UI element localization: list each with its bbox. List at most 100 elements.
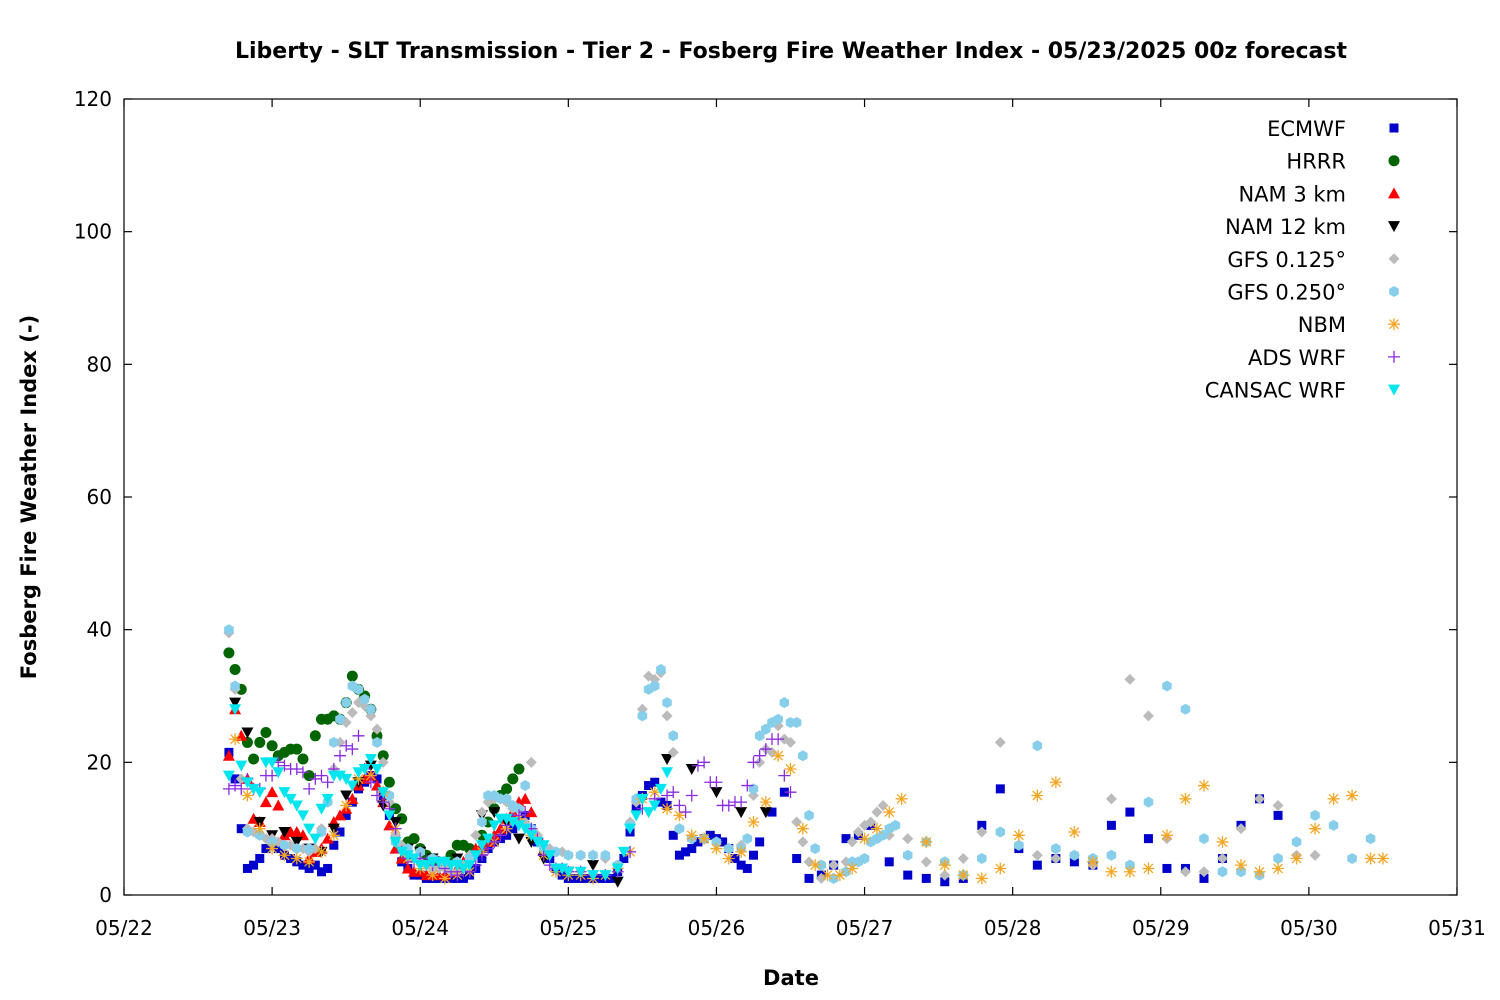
data-point (747, 816, 760, 829)
data-point (247, 783, 260, 795)
data-point (340, 790, 353, 802)
data-point (1235, 859, 1247, 872)
data-point (230, 774, 240, 784)
data-point (607, 873, 617, 883)
data-point (1179, 792, 1192, 805)
data-point (329, 840, 339, 850)
data-point (519, 823, 532, 835)
data-point (730, 854, 740, 864)
data-point (637, 710, 648, 722)
data-point (778, 769, 791, 782)
data-point (519, 792, 532, 804)
data-point (488, 820, 501, 832)
data-point (562, 866, 575, 878)
data-point (255, 829, 265, 841)
data-point (333, 770, 346, 782)
legend-label: ECMWF (1267, 117, 1346, 141)
data-point (531, 836, 544, 848)
data-point (1105, 793, 1117, 805)
data-point (372, 774, 382, 784)
data-point (624, 823, 637, 835)
data-point (371, 763, 384, 775)
data-point (1235, 823, 1247, 835)
data-point (617, 846, 630, 858)
data-point (303, 855, 316, 868)
data-point (611, 876, 624, 888)
data-point (921, 873, 931, 883)
data-point (724, 843, 734, 855)
data-point (500, 813, 513, 825)
data-point (784, 762, 797, 775)
data-point (785, 736, 796, 748)
data-point (229, 663, 241, 675)
data-point (871, 806, 883, 818)
data-point (279, 839, 290, 851)
data-point (352, 772, 365, 785)
y-tick-label: 120 (74, 87, 112, 111)
data-point (512, 809, 525, 822)
data-point (656, 797, 666, 807)
data-point (290, 762, 303, 775)
data-point (358, 763, 371, 775)
data-point (759, 743, 772, 756)
data-point (266, 842, 279, 855)
data-point (661, 789, 674, 802)
data-point (1143, 834, 1153, 844)
data-point (938, 859, 951, 872)
data-point (667, 746, 679, 758)
data-point (426, 869, 439, 882)
x-tick-label: 05/26 (688, 916, 746, 940)
data-point (994, 862, 1007, 875)
data-point (1031, 789, 1044, 802)
data-point (333, 809, 346, 821)
data-point (1179, 866, 1191, 878)
data-point (438, 872, 451, 885)
data-point (654, 783, 667, 795)
data-point (705, 830, 715, 840)
data-point (977, 820, 987, 830)
axes: 05/22 05/23 05/24 05/25 05/26 05/27 05/28 05/29… (74, 87, 1486, 940)
data-point (408, 853, 421, 865)
data-point (1328, 819, 1339, 831)
data-point (1162, 680, 1172, 692)
series-8 (222, 704, 674, 882)
data-point (810, 843, 820, 855)
legend-label: NBM (1298, 313, 1346, 337)
data-point (315, 845, 328, 858)
data-point (364, 776, 377, 789)
data-point (685, 789, 698, 802)
legend-label: HRRR (1286, 150, 1346, 174)
data-point (1291, 836, 1302, 848)
data-point (291, 743, 303, 755)
data-point (222, 782, 235, 795)
data-point (975, 872, 988, 885)
data-point (1143, 796, 1154, 808)
data-point (648, 786, 661, 799)
data-point (272, 799, 285, 811)
data-point (290, 836, 303, 848)
data-point (242, 826, 253, 838)
data-point (1216, 853, 1228, 865)
data-point (377, 787, 390, 799)
data-point (1346, 789, 1359, 802)
data-point (698, 756, 711, 769)
data-point (267, 836, 277, 848)
data-point (266, 769, 279, 782)
x-tick-label: 05/31 (1428, 916, 1486, 940)
legend-marker (1388, 253, 1400, 265)
data-point (587, 870, 600, 882)
data-point (611, 863, 624, 875)
data-point (995, 784, 1005, 794)
data-point (315, 803, 328, 815)
chart-title: Liberty - SLT Transmission - Tier 2 - Fo… (235, 39, 1347, 64)
data-point (884, 857, 894, 867)
data-point (755, 837, 765, 847)
data-point (253, 822, 266, 835)
data-point (229, 697, 242, 709)
data-point (1253, 865, 1266, 878)
x-tick-label: 05/23 (243, 916, 301, 940)
data-point (266, 786, 279, 798)
data-point (976, 826, 988, 838)
data-point (303, 823, 316, 835)
